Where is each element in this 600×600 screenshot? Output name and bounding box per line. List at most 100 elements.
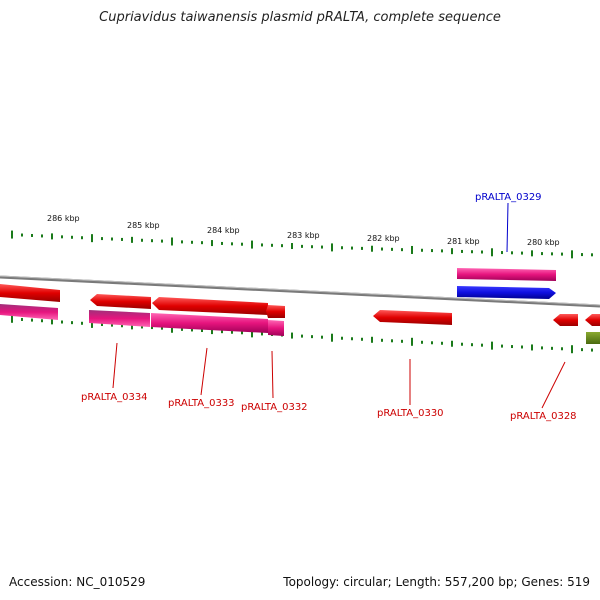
- scale-tick-outer: [541, 252, 543, 256]
- scale-tick-inner: [21, 317, 23, 321]
- scale-tick-inner: [591, 348, 593, 352]
- map-title: Cupriavidus taiwanensis plasmid pRALTA, …: [99, 10, 501, 25]
- scale-tick-inner: [71, 321, 73, 325]
- gene-label-pRALTA_0328[interactable]: pRALTA_0328: [510, 411, 577, 422]
- scale-tick-outer: [221, 241, 223, 245]
- scale-tick-inner: [401, 339, 403, 343]
- feature-pRALTA_0329-gene[interactable]: [457, 268, 556, 281]
- scale-tick-inner: [471, 343, 473, 347]
- scale-tick-inner: [511, 345, 513, 349]
- accession-text: Accession: NC_010529: [9, 575, 146, 589]
- scale-tick-outer: [191, 240, 193, 244]
- scale-tick-outer: [271, 243, 273, 247]
- scale-tick-outer: [41, 234, 43, 238]
- forward-strand-features: [457, 268, 556, 299]
- scale-tick-outer: [361, 246, 363, 250]
- leader-pRALTA_0329: [506, 202, 509, 253]
- scale-tick-inner: [411, 337, 413, 346]
- scale-label: 285 kbp: [127, 221, 160, 230]
- scale-tick-inner: [231, 330, 233, 334]
- scale-tick-inner: [41, 319, 43, 323]
- scale-tick-outer: [471, 250, 473, 254]
- feature-pRALTA_0334-cds[interactable]: [90, 294, 151, 309]
- label-leaders: [112, 202, 566, 409]
- feature-pRALTA_0333-cds[interactable]: [152, 297, 268, 315]
- scale-tick-inner: [371, 336, 373, 343]
- scale-tick-inner: [171, 324, 173, 333]
- scale-tick-inner: [211, 328, 213, 335]
- leader-pRALTA_0332: [271, 350, 274, 399]
- scale-tick-outer: [461, 249, 463, 253]
- reverse-strand-features: [0, 284, 600, 344]
- scale-tick-inner: [91, 319, 93, 328]
- scale-tick-inner: [51, 318, 53, 325]
- scale-tick-inner: [151, 326, 153, 330]
- feature-pRALTA_0327-cds[interactable]: [585, 314, 600, 326]
- feature-pRALTA_0329-cds[interactable]: [457, 286, 556, 299]
- feature-pRALTA_0335-gene[interactable]: [0, 304, 58, 320]
- scale-label: 286 kbp: [47, 214, 80, 223]
- feature-pRALTA_0332-gene[interactable]: [268, 320, 284, 336]
- scale-tick-inner: [121, 324, 123, 328]
- scale-tick-outer: [391, 247, 393, 251]
- scale-tick-inner: [351, 337, 353, 341]
- scale-tick-inner: [161, 326, 163, 330]
- feature-pRALTA_0330-cds[interactable]: [373, 310, 452, 325]
- scale-tick-outer: [371, 245, 373, 252]
- scale-tick-outer: [231, 242, 233, 246]
- scale-tick-outer: [581, 253, 583, 257]
- scale-tick-inner: [291, 332, 293, 339]
- feature-pRALTA_0328-cds[interactable]: [553, 314, 578, 326]
- scale-tick-outer: [491, 248, 493, 257]
- scale-tick-outer: [21, 233, 23, 237]
- scale-label: 282 kbp: [367, 234, 400, 243]
- scale-tick-outer: [161, 239, 163, 243]
- scale-tick-outer: [511, 251, 513, 255]
- scale-tick-outer: [71, 235, 73, 239]
- scale-tick-outer: [431, 249, 433, 253]
- scale-tick-inner: [541, 346, 543, 350]
- scale-tick-outer: [501, 251, 503, 255]
- scale-tick-inner: [551, 346, 553, 350]
- scale-tick-outer: [201, 241, 203, 245]
- scale-tick-outer: [551, 252, 553, 256]
- scale-tick-inner: [331, 333, 333, 342]
- scale-tick-inner: [431, 341, 433, 345]
- scale-tick-inner: [201, 329, 203, 333]
- gene-label-pRALTA_0333[interactable]: pRALTA_0333: [168, 398, 235, 409]
- scale-tick-inner: [241, 331, 243, 335]
- plasmid-backbone-highlight: [0, 275, 600, 306]
- scale-tick-inner: [461, 342, 463, 346]
- scale-tick-inner: [191, 328, 193, 332]
- scale-tick-inner: [491, 341, 493, 350]
- scale-tick-inner: [81, 321, 83, 325]
- plasmid-backbone: [0, 275, 600, 308]
- scale-tick-inner: [221, 330, 223, 334]
- scale-tick-inner: [481, 343, 483, 347]
- scale-tick-outer: [181, 240, 183, 244]
- scale-ticks-outer: [11, 230, 593, 259]
- scale-tick-outer: [51, 233, 53, 240]
- feature-pRALTA_0334-gene[interactable]: [89, 310, 150, 327]
- scale-tick-outer: [31, 233, 33, 237]
- scale-tick-outer: [421, 248, 423, 252]
- feature-pRALTA_0335-cds[interactable]: [0, 284, 60, 302]
- scale-tick-outer: [101, 237, 103, 241]
- topology-summary: Topology: circular; Length: 557,200 bp; …: [283, 575, 590, 589]
- scale-tick-inner: [521, 345, 523, 349]
- gene-label-pRALTA_0329[interactable]: pRALTA_0329: [475, 192, 542, 203]
- feature-pRALTA_0333-gene[interactable]: [151, 313, 268, 333]
- gene-labels: pRALTA_0334 pRALTA_0333 pRALTA_0332 pRAL…: [81, 192, 577, 422]
- scale-tick-inner: [181, 327, 183, 331]
- scale-tick-inner: [311, 335, 313, 339]
- scale-tick-inner: [341, 336, 343, 340]
- gene-label-pRALTA_0332[interactable]: pRALTA_0332: [241, 402, 308, 413]
- scale-tick-outer: [411, 245, 413, 254]
- gene-label-pRALTA_0334[interactable]: pRALTA_0334: [81, 392, 148, 403]
- feature-pRALTA_0332-cds[interactable]: [266, 305, 285, 318]
- feature-green[interactable]: [586, 332, 600, 344]
- scale-tick-outer: [131, 236, 133, 243]
- gene-label-pRALTA_0330[interactable]: pRALTA_0330: [377, 408, 444, 419]
- scale-tick-outer: [311, 245, 313, 249]
